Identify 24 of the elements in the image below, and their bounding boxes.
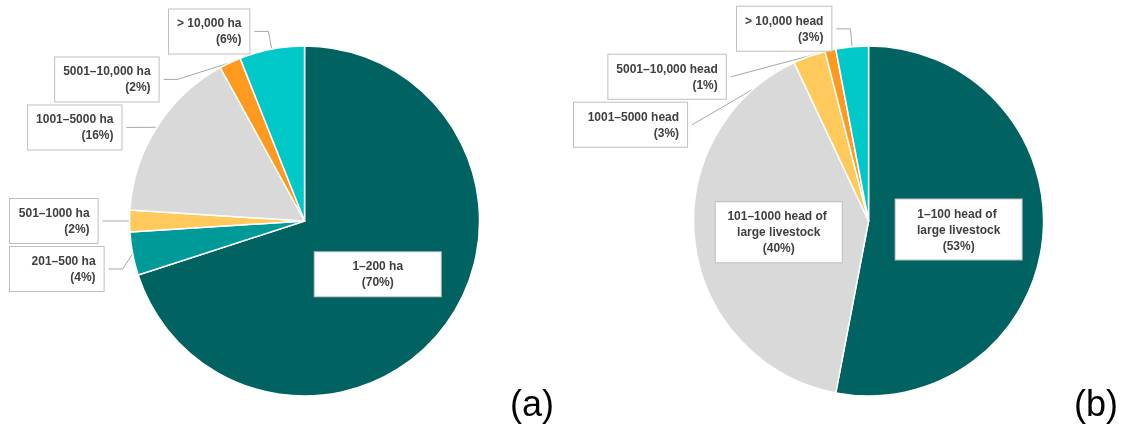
data-label: (70%) [361, 275, 394, 290]
data-label: (16%) [81, 128, 114, 143]
slice-label: 101–1000 head of large livestock [727, 209, 831, 240]
data-label: (3%) [653, 125, 680, 140]
data-label: (1%) [692, 77, 718, 92]
slice-label: > 10,000 ha [177, 16, 242, 31]
data-label: (2%) [64, 222, 90, 236]
data-label: (53%) [942, 238, 975, 253]
slice-label: 201–500 ha [31, 254, 96, 268]
data-label: (6%) [216, 32, 242, 47]
slice-label: 1–100 head of large livestock [916, 206, 1001, 237]
data-label: (3%) [798, 29, 824, 44]
data-label: (2%) [125, 80, 151, 95]
data-label: (4%) [70, 270, 96, 284]
text: (b) [1074, 382, 1118, 424]
slice-label: 5001–10,000 ha [63, 64, 151, 79]
slice-label: 501–1000 ha [18, 206, 90, 220]
slice-label: 1–200 ha [352, 259, 404, 274]
text: (a) [510, 382, 554, 424]
slice-label: 5001–10,000 head [616, 61, 718, 76]
slice-label: > 10,000 head [745, 13, 824, 28]
data-label: (40%) [762, 241, 795, 256]
slice-label: 1001–5000 head [587, 109, 680, 124]
slice-label: 1001–5000 ha [36, 112, 114, 127]
